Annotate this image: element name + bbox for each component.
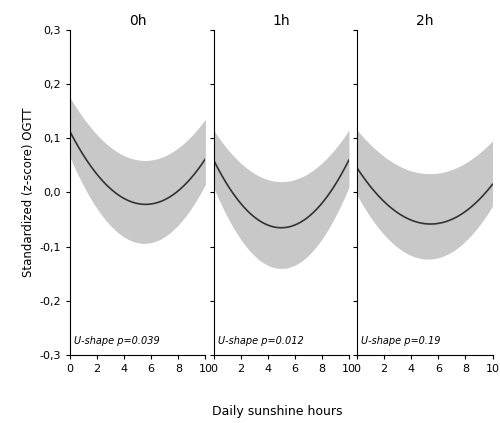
Title: 2h: 2h	[416, 14, 434, 28]
Text: U-shape p=0.039: U-shape p=0.039	[74, 335, 160, 346]
Y-axis label: Standardized (z-score) OGTT: Standardized (z-score) OGTT	[22, 108, 35, 277]
Text: Daily sunshine hours: Daily sunshine hours	[212, 404, 343, 418]
Text: U-shape p=0.19: U-shape p=0.19	[361, 335, 440, 346]
Text: U-shape p=0.012: U-shape p=0.012	[218, 335, 304, 346]
Title: 0h: 0h	[129, 14, 146, 28]
Title: 1h: 1h	[272, 14, 290, 28]
